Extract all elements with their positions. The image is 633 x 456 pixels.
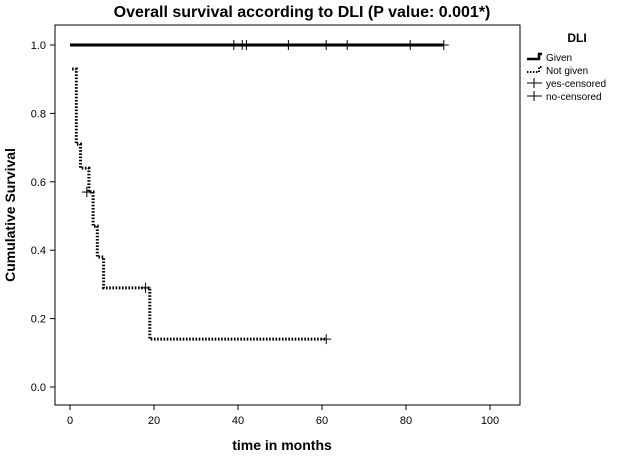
chart-title: Overall survival according to DLI (P val… — [114, 4, 491, 21]
legend-item: Not given — [527, 66, 588, 77]
y-tick-label: 0.4 — [31, 245, 46, 257]
y-tick-label: 0.2 — [31, 314, 46, 326]
legend-item: yes-censored — [527, 78, 606, 90]
legend-symbol — [527, 66, 542, 73]
x-axis-title: time in months — [232, 437, 332, 453]
x-axis-ticks: 0 20 40 60 80 100 — [67, 405, 499, 427]
y-axis-ticks: 0.0 0.2 0.4 0.6 0.8 1.0 — [31, 40, 55, 394]
legend-symbol — [527, 52, 542, 61]
y-tick-label: 0.6 — [31, 177, 46, 189]
x-tick-label: 60 — [316, 415, 328, 427]
legend-item: Given — [527, 52, 572, 64]
x-tick-label: 80 — [400, 415, 412, 427]
y-tick-label: 1.0 — [31, 40, 46, 52]
series-layer — [70, 40, 449, 345]
series-given — [70, 40, 449, 50]
legend-label: Not given — [546, 66, 588, 77]
legend-title: DLI — [567, 31, 586, 45]
series-not-given — [72, 67, 332, 345]
y-tick-label: 0.0 — [31, 382, 46, 394]
y-axis-title: Cumulative Survival — [2, 148, 18, 282]
y-tick-label: 0.8 — [31, 108, 46, 120]
legend-item: no-censored — [527, 91, 602, 103]
x-tick-label: 0 — [67, 415, 73, 427]
x-tick-label: 40 — [232, 415, 244, 427]
x-tick-label: 20 — [148, 415, 160, 427]
legend-label: no-censored — [546, 92, 602, 103]
legend-label: yes-censored — [546, 79, 606, 90]
x-tick-label: 100 — [481, 415, 499, 427]
survival-step-line — [72, 67, 327, 341]
plot-area — [54, 24, 521, 406]
legend-label: Given — [546, 53, 572, 64]
legend: DLI Given Not given yes-censored no-censore… — [527, 31, 606, 103]
